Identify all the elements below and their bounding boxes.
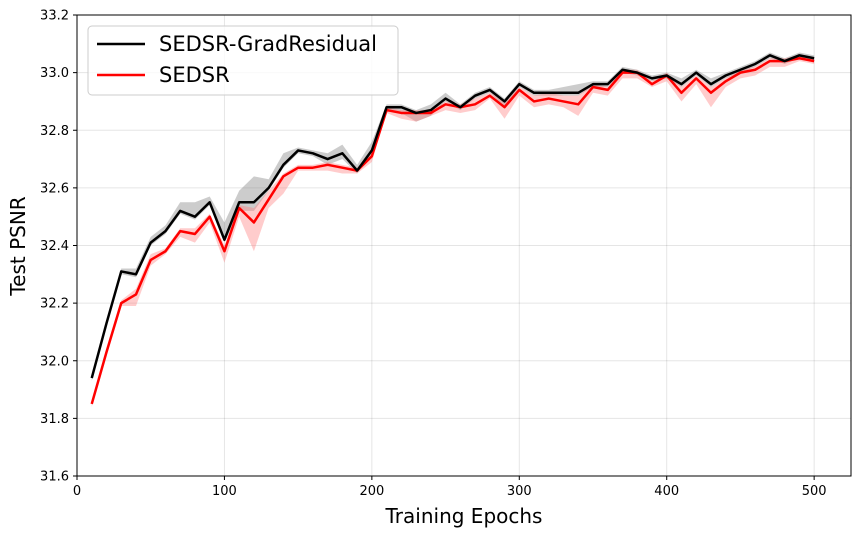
series-lines bbox=[90, 54, 815, 405]
x-tick-label: 300 bbox=[507, 484, 532, 499]
legend-label: SEDSR bbox=[159, 63, 230, 87]
legend-label: SEDSR-GradResidual bbox=[159, 32, 377, 56]
x-axis-ticks: 0 100 200 300 400 500 bbox=[73, 476, 827, 499]
y-tick-label: 32.2 bbox=[40, 297, 69, 312]
x-tick-label: 400 bbox=[654, 484, 679, 499]
series-line-sedsr-gradresidual bbox=[90, 54, 815, 379]
y-tick-label: 33.0 bbox=[40, 66, 69, 81]
x-tick-label: 100 bbox=[212, 484, 237, 499]
legend-box bbox=[87, 25, 399, 96]
y-tick-label: 32.6 bbox=[40, 181, 69, 196]
y-tick-label: 32.8 bbox=[40, 124, 69, 139]
x-tick-label: 500 bbox=[802, 484, 827, 499]
y-tick-label: 31.8 bbox=[40, 412, 69, 427]
y-axis-title: Test PSNR bbox=[6, 196, 30, 296]
x-tick-label: 0 bbox=[73, 484, 81, 499]
y-tick-label: 31.6 bbox=[40, 470, 69, 485]
y-tick-label: 32.4 bbox=[40, 239, 69, 254]
legend: SEDSR-GradResidual SEDSR bbox=[87, 25, 399, 96]
x-tick-label: 200 bbox=[359, 484, 384, 499]
x-axis-title: Training Epochs bbox=[385, 504, 543, 528]
y-tick-label: 33.2 bbox=[40, 9, 69, 24]
y-tick-label: 32.0 bbox=[40, 354, 69, 369]
y-axis-ticks: 31.6 31.8 32.0 32.2 32.4 32.6 32.8 33.0 33.2 bbox=[40, 9, 77, 485]
series-line-sedsr bbox=[90, 56, 815, 405]
